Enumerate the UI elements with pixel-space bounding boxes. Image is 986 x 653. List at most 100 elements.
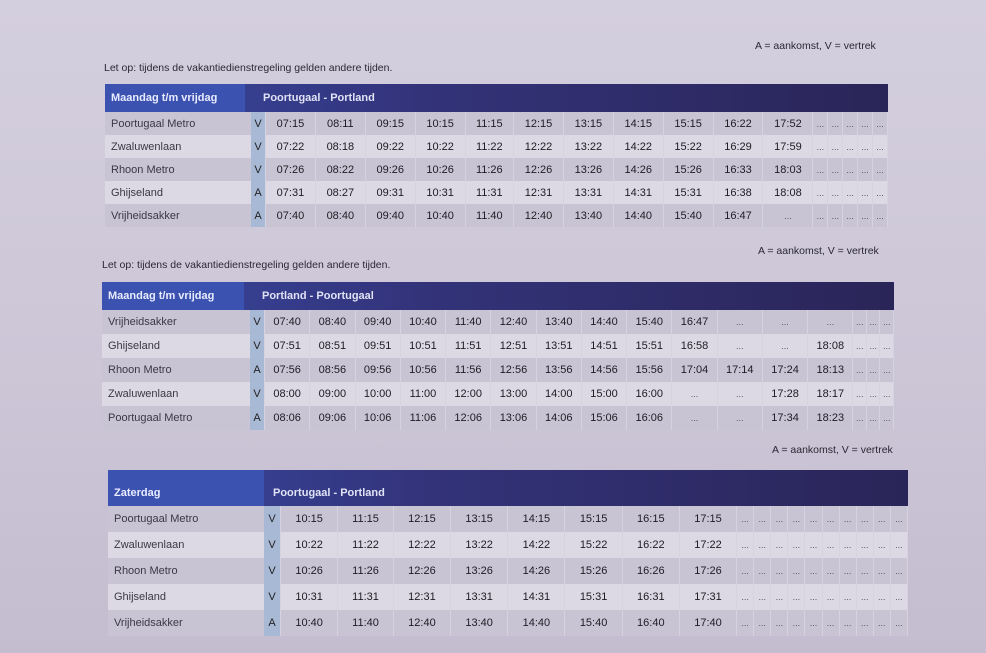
time-cell: ... [804,610,823,636]
legend-text: A = aankomst, V = vertrek [772,444,893,456]
time-cell: 07:22 [265,135,316,158]
time-cell: ... [804,506,823,532]
time-cell: ... [762,310,809,334]
table-row: Zwaluwenlaan V 07:22 08:18 09:22 10:22 11:22 12… [105,135,889,158]
time-cell: 13:26 [450,558,509,584]
time-cell: 16:47 [713,204,764,227]
time-cell: 09:26 [365,158,416,181]
stop-name: Ghijseland [102,334,250,358]
time-cell: 16:06 [626,406,673,430]
time-cell: 15:40 [564,610,623,636]
time-cell: 08:11 [315,112,366,135]
time-cell: ... [842,158,859,181]
time-cell: ... [787,584,806,610]
time-cell: 07:26 [265,158,316,181]
time-cell: 14:00 [536,382,582,406]
arrival-departure-marker: V [264,506,281,532]
time-cell: ... [827,158,844,181]
table-row: Ghijseland V 07:51 08:51 09:51 10:51 11:51 12:5… [102,334,894,358]
stop-name: Vrijheidsakker [108,610,264,636]
time-cell: 13:00 [490,382,537,406]
time-cell: 10:40 [415,204,466,227]
time-cell: 17:34 [762,406,809,430]
time-cell: 17:28 [762,382,809,406]
time-cell: ... [866,382,881,406]
time-cell: 18:23 [807,406,854,430]
time-cell: 09:56 [355,358,401,382]
time-cell: ... [857,181,873,204]
time-cell: ... [812,158,829,181]
table-row: Ghijseland V 10:31 11:31 12:31 13:31 14:31 15:3… [108,584,909,610]
time-cell: ... [890,532,909,558]
table-row: Poortugaal Metro V 07:15 08:11 09:15 10:15 11:… [105,112,889,135]
arrival-departure-marker: V [251,112,266,135]
time-cell: ... [753,506,772,532]
time-cell: ... [753,558,772,584]
stop-name: Vrijheidsakker [102,310,250,334]
time-cell: ... [787,558,806,584]
time-cell: 07:15 [265,112,316,135]
route-label: Poortugaal - Portland [273,487,385,499]
time-cell: 17:22 [679,532,738,558]
time-cell: 11:40 [445,310,492,334]
time-cell: 09:51 [355,334,401,358]
time-cell: 10:26 [415,158,466,181]
time-cell: ... [866,310,881,334]
table-row: Vrijheidsakker A 10:40 11:40 12:40 13:40 14:40… [108,610,909,636]
arrival-departure-marker: A [250,358,265,382]
time-cell: ... [839,506,857,532]
stop-name: Rhoon Metro [105,158,251,181]
time-cell: 14:31 [507,584,566,610]
time-cell: 16:40 [622,610,680,636]
time-cell: 16:47 [671,310,718,334]
time-cell: 08:40 [315,204,366,227]
table-header: Maandag t/m vrijdag Portland - Poortugaa… [102,282,894,310]
time-cell: ... [890,558,909,584]
time-cell: ... [873,532,891,558]
time-cell: ... [842,112,859,135]
time-cell: 08:22 [315,158,366,181]
time-cell: 12:40 [490,310,537,334]
time-cell: ... [852,310,867,334]
time-cell: ... [856,506,874,532]
time-cell: 13:56 [536,358,582,382]
time-cell: 12:40 [393,610,452,636]
time-cell: 18:08 [762,181,814,204]
time-cell: ... [787,506,806,532]
arrival-departure-marker: V [264,558,281,584]
time-cell: 13:40 [450,610,509,636]
time-cell: ... [812,112,829,135]
time-cell: 15:31 [564,584,623,610]
time-cell: ... [852,334,867,358]
time-cell: ... [839,584,857,610]
time-cell: ... [890,584,909,610]
time-cell: ... [770,532,789,558]
table-row: Zwaluwenlaan V 08:00 09:00 10:00 11:00 12:00 13… [102,382,894,406]
table-row: Rhoon Metro V 07:26 08:22 09:26 10:26 11:26 12:… [105,158,889,181]
time-cell: ... [857,158,873,181]
time-cell: 10:15 [280,506,339,532]
time-cell: 12:40 [513,204,564,227]
table-row: Ghijseland A 07:31 08:27 09:31 10:31 11:31 12:3… [105,181,889,204]
table-row: Poortugaal Metro A 08:06 09:06 10:06 11:06 12:… [102,406,894,430]
time-cell: ... [770,506,789,532]
time-cell: ... [852,406,867,430]
time-cell: ... [822,610,840,636]
time-cell: 11:22 [337,532,394,558]
time-cell: 15:26 [564,558,623,584]
time-cell: 15:26 [663,158,714,181]
time-cell: 10:00 [355,382,401,406]
time-cell: 10:06 [355,406,401,430]
time-cell: 14:26 [507,558,566,584]
time-cell: 14:22 [613,135,664,158]
stop-name: Ghijseland [105,181,251,204]
time-cell: ... [753,532,772,558]
arrival-departure-marker: A [251,181,266,204]
time-cell: 10:31 [415,181,466,204]
time-cell: ... [852,382,867,406]
time-cell: ... [879,310,894,334]
time-cell: 09:40 [365,204,416,227]
time-cell: ... [839,532,857,558]
stop-name: Zwaluwenlaan [108,532,264,558]
time-cell: 12:56 [490,358,537,382]
